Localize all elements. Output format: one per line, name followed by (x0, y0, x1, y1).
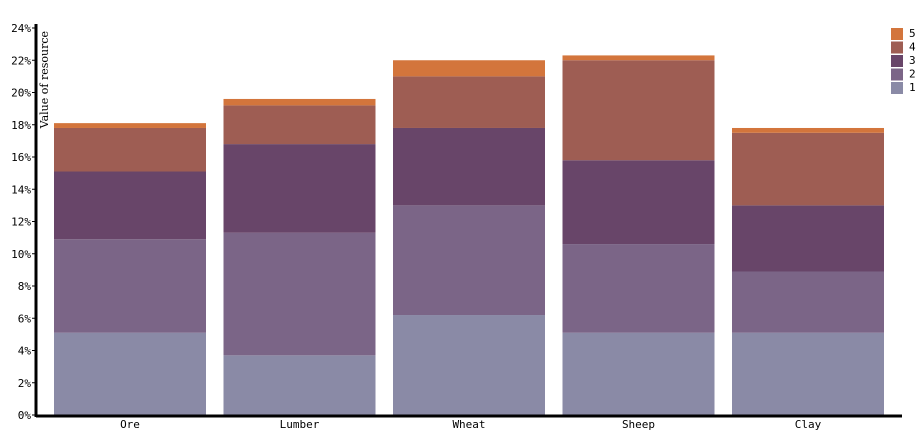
bar-sheep-series-2 (562, 244, 715, 333)
bar-lumber-series-1 (223, 355, 376, 415)
y-tick-label-10: 10% (11, 248, 31, 261)
legend-label-1: 1 (909, 81, 916, 94)
bar-ore-series-3 (54, 171, 206, 240)
bar-lumber-series-2 (223, 232, 376, 356)
legend-swatch-3 (891, 55, 903, 67)
y-tick-label-2: 2% (18, 377, 32, 390)
bar-lumber-series-4 (223, 105, 376, 145)
y-tick-label-22: 22% (11, 54, 31, 67)
y-tick-label-12: 12% (11, 216, 31, 229)
bars-layer (54, 55, 884, 415)
y-tick-label-6: 6% (18, 312, 32, 325)
bar-wheat-series-3 (393, 127, 545, 206)
bar-ore-series-1 (54, 332, 206, 415)
legend-swatch-4 (891, 41, 903, 54)
bar-clay-series-3 (732, 205, 884, 272)
x-tick-label-clay: Clay (795, 418, 822, 431)
y-tick-label-4: 4% (18, 345, 32, 358)
bar-wheat-series-2 (393, 205, 545, 316)
legend-label-3: 3 (909, 54, 916, 67)
bar-wheat-series-1 (393, 315, 545, 415)
bar-sheep-series-4 (562, 60, 715, 161)
y-tick-label-20: 20% (11, 87, 31, 100)
y-tick-label-0: 0% (18, 409, 32, 422)
bar-clay-series-2 (732, 271, 884, 333)
legend-swatch-1 (891, 82, 903, 94)
bar-wheat-series-5 (393, 60, 545, 77)
bar-ore-series-2 (54, 239, 206, 333)
x-tick-label-lumber: Lumber (280, 418, 320, 431)
y-tick-label-16: 16% (11, 151, 31, 164)
y-tick-label-18: 18% (11, 119, 31, 132)
legend-label-4: 4 (909, 41, 916, 54)
bar-ore-series-5 (54, 123, 206, 128)
bar-sheep-series-1 (562, 332, 715, 415)
legend-swatch-2 (891, 68, 903, 81)
bar-clay-series-4 (732, 132, 884, 206)
y-tick-label-8: 8% (18, 280, 32, 293)
x-axis: Ore Lumber Wheat Sheep Clay (36, 414, 902, 431)
bar-ore-series-4 (54, 127, 206, 172)
y-tick-label-24: 24% (11, 22, 31, 35)
bar-clay-series-5 (732, 127, 884, 133)
x-tick-label-sheep: Sheep (622, 418, 655, 431)
bar-lumber-series-3 (223, 144, 376, 233)
bar-lumber-series-5 (223, 98, 376, 106)
bar-clay-series-1 (732, 332, 884, 415)
bar-sheep-series-5 (562, 55, 715, 61)
y-axis: 0% 2% 4% 6% 8% 10% 12% 14% 16% 18% 20% 22% 24% (11, 22, 38, 422)
x-tick-label-ore: Ore (120, 418, 140, 431)
y-axis-title: Value of resource (38, 31, 51, 129)
x-tick-label-wheat: Wheat (452, 418, 485, 431)
bar-sheep-series-3 (562, 160, 715, 245)
legend-label-2: 2 (909, 68, 916, 81)
legend-swatch-5 (891, 28, 903, 40)
legend-label-5: 5 (909, 27, 916, 40)
y-tick-label-14: 14% (11, 183, 31, 196)
bar-wheat-series-4 (393, 76, 545, 128)
